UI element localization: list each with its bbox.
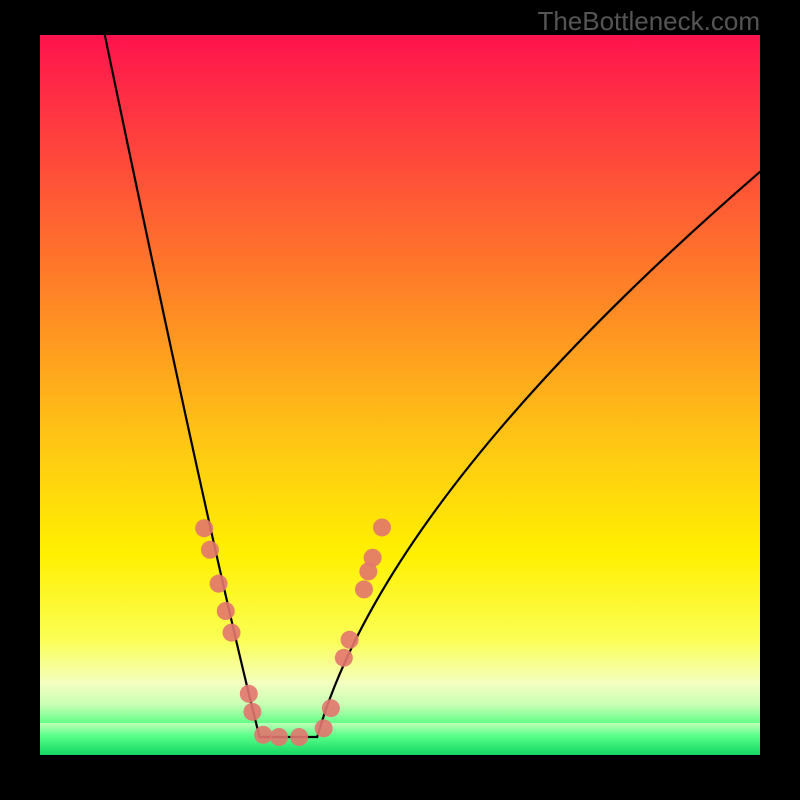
figure-root: TheBottleneck.com (0, 0, 800, 800)
data-marker (254, 726, 272, 744)
data-marker (270, 728, 288, 746)
bottleneck-curve (105, 35, 760, 737)
data-marker (341, 631, 359, 649)
data-marker (217, 602, 235, 620)
data-marker (322, 699, 340, 717)
data-marker (364, 549, 382, 567)
data-marker (243, 703, 261, 721)
data-marker (290, 728, 308, 746)
data-marker (195, 519, 213, 537)
data-marker (355, 580, 373, 598)
data-marker (240, 685, 258, 703)
marker-group (195, 518, 391, 746)
data-marker (210, 575, 228, 593)
data-marker (315, 719, 333, 737)
data-marker (373, 518, 391, 536)
watermark-text: TheBottleneck.com (537, 6, 760, 37)
data-marker (201, 541, 219, 559)
data-marker (335, 649, 353, 667)
curve-layer (0, 0, 800, 800)
data-marker (223, 624, 241, 642)
